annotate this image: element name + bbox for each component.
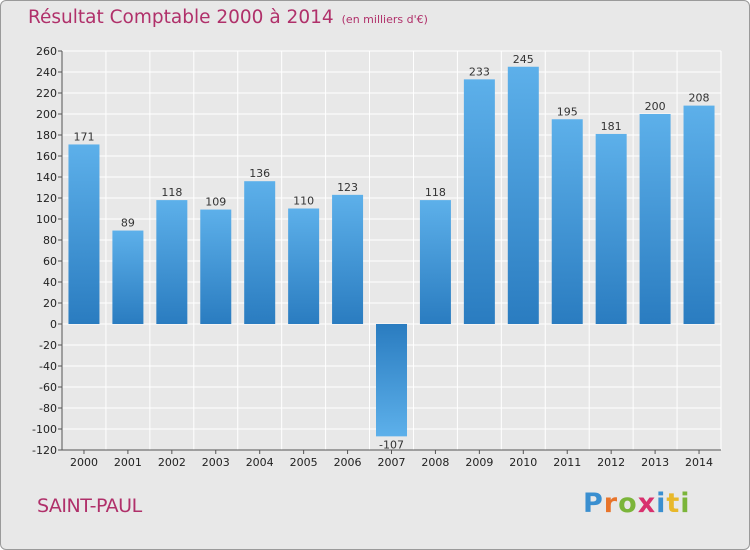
bar-2014 — [683, 105, 715, 324]
proxiti-logo: Proxiti — [583, 488, 691, 519]
commune-name: SAINT-PAUL — [37, 495, 142, 517]
value-label-2014: 208 — [689, 92, 710, 105]
title-unit: (en milliers d'€) — [341, 13, 428, 26]
x-tick-label-2010: 2010 — [509, 456, 537, 469]
x-tick-label-2007: 2007 — [378, 456, 406, 469]
x-tick-label-2012: 2012 — [597, 456, 625, 469]
logo-letter: P — [583, 488, 604, 519]
y-tick-label: 0 — [50, 318, 57, 331]
value-label-2009: 233 — [469, 65, 490, 78]
value-label-2013: 200 — [645, 100, 666, 113]
value-label-2007: -107 — [379, 438, 404, 451]
value-label-2004: 136 — [249, 167, 270, 180]
y-tick-label: -120 — [32, 444, 57, 457]
x-tick-label-2001: 2001 — [114, 456, 142, 469]
value-labels: 171 89 118 109 136 110 123 -107 118 233 245 195 181 2… — [73, 53, 709, 452]
x-tick-label-2009: 2009 — [465, 456, 493, 469]
y-tick-label: -80 — [39, 402, 57, 415]
x-tick-label-2002: 2002 — [158, 456, 186, 469]
value-label-2012: 181 — [601, 120, 622, 133]
x-tick-label-2000: 2000 — [70, 456, 98, 469]
y-tick-labels: 260240220200180160140120100806040200-20-… — [32, 45, 57, 457]
y-tick-label: 240 — [36, 66, 57, 79]
y-tick-label: 100 — [36, 213, 57, 226]
bar-2012 — [595, 133, 627, 324]
x-tick-labels: 2000 2001 2002 2003 2004 2005 2006 2007 2008 2009… — [70, 456, 713, 469]
y-tick-label: 260 — [36, 45, 57, 58]
bar-2005 — [288, 208, 320, 324]
value-label-2001: 89 — [121, 217, 135, 230]
logo-letter: r — [603, 488, 619, 519]
y-tick-label: 180 — [36, 129, 57, 142]
y-tick-label: -60 — [39, 381, 57, 394]
chart-title: Résultat Comptable 2000 à 2014 (en millie… — [28, 7, 428, 28]
y-tick-label: 200 — [36, 108, 57, 121]
x-tick-label-2004: 2004 — [246, 456, 274, 469]
bars — [68, 66, 715, 437]
bar-2004 — [244, 181, 276, 324]
x-tick-label-2006: 2006 — [334, 456, 362, 469]
bar-2010 — [507, 66, 539, 324]
bar-2006 — [332, 194, 364, 324]
bar-2009 — [463, 79, 495, 324]
value-label-2006: 123 — [337, 181, 358, 194]
y-tick-label: 120 — [36, 192, 57, 205]
value-label-2010: 245 — [513, 53, 534, 66]
bar-2007 — [376, 324, 407, 437]
y-tick-label: -100 — [32, 423, 57, 436]
logo-letter: i — [656, 488, 667, 519]
x-tick-label-2008: 2008 — [421, 456, 449, 469]
y-tick-label: 160 — [36, 150, 57, 163]
y-tick-label: -20 — [39, 339, 57, 352]
x-tick-label-2014: 2014 — [685, 456, 713, 469]
x-tick-label-2011: 2011 — [553, 456, 581, 469]
logo-letter: i — [680, 488, 691, 519]
y-tick-label: 220 — [36, 87, 57, 100]
bar-2003 — [200, 209, 232, 324]
bar-2001 — [112, 230, 144, 324]
bar-2000 — [68, 144, 100, 324]
value-label-2005: 110 — [293, 195, 314, 208]
value-label-2011: 195 — [557, 105, 578, 118]
value-label-2000: 171 — [73, 130, 94, 143]
bar-2008 — [419, 200, 451, 324]
y-tick-label: 80 — [43, 234, 57, 247]
y-tick-label: 20 — [43, 297, 57, 310]
y-tick-label: 40 — [43, 276, 57, 289]
logo-letter: x — [637, 488, 657, 519]
value-label-2002: 118 — [161, 186, 182, 199]
bar-2011 — [551, 119, 583, 324]
value-label-2008: 118 — [425, 186, 446, 199]
bar-2002 — [156, 200, 188, 324]
y-tick-label: -40 — [39, 360, 57, 373]
x-tick-label-2013: 2013 — [641, 456, 669, 469]
title-text: Résultat Comptable 2000 à 2014 — [28, 7, 334, 28]
logo-letter: o — [618, 488, 638, 519]
axes — [58, 50, 721, 454]
y-tick-label: 140 — [36, 171, 57, 184]
x-tick-label-2005: 2005 — [290, 456, 318, 469]
bar-2013 — [639, 114, 671, 324]
y-tick-label: 60 — [43, 255, 57, 268]
logo-letter: t — [666, 488, 681, 519]
value-label-2003: 109 — [205, 196, 226, 209]
x-tick-label-2003: 2003 — [202, 456, 230, 469]
